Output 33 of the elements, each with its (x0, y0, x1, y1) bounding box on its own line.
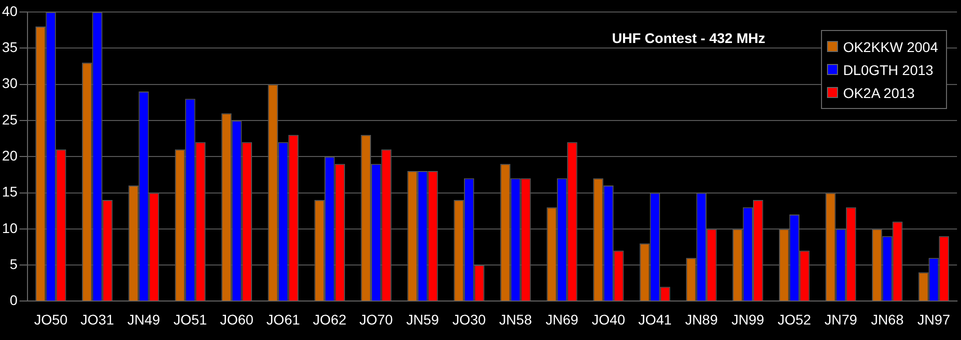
legend-label: OK2A 2013 (843, 84, 915, 100)
y-tick-label: 30 (2, 75, 18, 92)
x-tick-label: JO40 (592, 311, 626, 328)
x-tick-label: JO31 (80, 311, 114, 328)
legend-label: OK2KKW 2004 (843, 38, 938, 54)
y-tick-label: 10 (2, 220, 18, 236)
x-tick-label: JN58 (499, 311, 532, 328)
y-tick-label: 40 (2, 2, 18, 19)
x-tick-label: JN79 (824, 311, 858, 328)
legend-label: DL0GTH 2013 (843, 62, 934, 78)
x-tick-label: JO70 (359, 311, 394, 328)
x-tick-label: JO60 (220, 311, 254, 328)
y-tick-label: 20 (2, 147, 18, 164)
y-tick-label: 5 (10, 256, 18, 272)
x-tick-label: JN99 (732, 311, 764, 328)
x-tick-label: JN49 (127, 311, 160, 328)
y-tick-label: 0 (10, 292, 18, 308)
x-tick-label: JN59 (406, 311, 440, 328)
x-tick-label: JN89 (685, 311, 718, 328)
y-tick-label: 15 (2, 184, 18, 200)
x-tick-label: JO52 (778, 311, 812, 328)
x-tick-label: JO61 (266, 311, 300, 328)
x-tick-label: JO62 (312, 311, 347, 328)
x-tick-label: JN69 (546, 311, 579, 328)
text: UHF Contest - 432 MHz (612, 30, 766, 46)
y-tick-label: 35 (2, 39, 18, 56)
x-tick-label: JO51 (173, 311, 208, 328)
x-tick-label: JO30 (452, 311, 486, 328)
x-tick-label: JO50 (34, 311, 68, 328)
x-tick-label: JN68 (870, 311, 904, 328)
x-tick-label: JN97 (917, 311, 950, 328)
x-tick-label: JO41 (638, 311, 672, 328)
y-tick-label: 25 (2, 111, 18, 128)
